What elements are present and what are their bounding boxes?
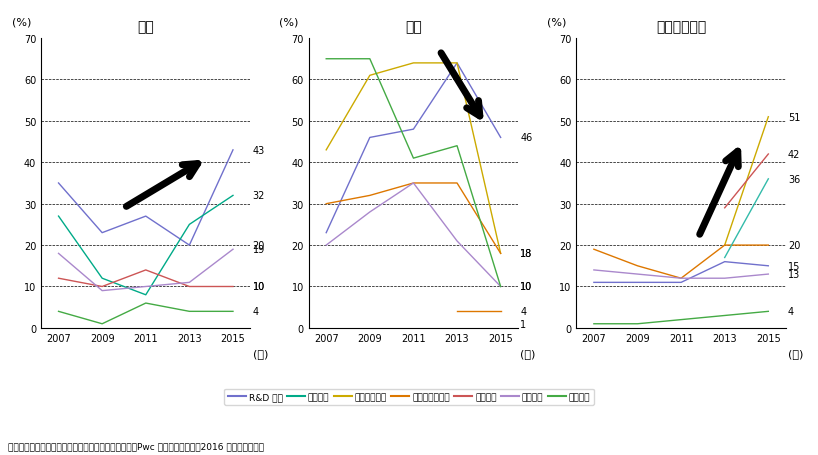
Text: 46: 46 — [520, 133, 533, 143]
Legend: R&D 拠点, 販売拠点, 地域総括拠点, バックオフィス, 金融拠点, 物流拠点, 製造拠点: R&D 拠点, 販売拠点, 地域総括拠点, バックオフィス, 金融拠点, 物流拠… — [224, 389, 594, 405]
Text: 18: 18 — [520, 249, 533, 259]
Text: 36: 36 — [788, 174, 800, 184]
Text: (%): (%) — [280, 17, 299, 27]
Text: 51: 51 — [788, 112, 800, 122]
Text: 10: 10 — [520, 282, 533, 292]
Text: (%): (%) — [547, 17, 567, 27]
Title: 中国: 中国 — [405, 20, 422, 34]
Text: 10: 10 — [253, 282, 265, 292]
Text: 1: 1 — [520, 319, 527, 329]
Text: 10: 10 — [253, 282, 265, 292]
Text: 20: 20 — [253, 241, 265, 251]
Text: 15: 15 — [788, 261, 800, 271]
Text: (年): (年) — [520, 349, 536, 359]
Title: 日本: 日本 — [137, 20, 154, 34]
Text: 4: 4 — [520, 307, 527, 317]
Text: (%): (%) — [11, 17, 31, 27]
Text: 4: 4 — [788, 307, 794, 317]
Text: 43: 43 — [253, 146, 265, 156]
Text: 42: 42 — [788, 150, 800, 160]
Text: 資料：欧米アジアの外国企機の対日投資関心度調査、Pwc あらた監査法人（2016 年）から引用。: 資料：欧米アジアの外国企機の対日投資関心度調査、Pwc あらた監査法人（2016… — [8, 441, 264, 450]
Text: 13: 13 — [788, 269, 800, 279]
Text: 20: 20 — [788, 241, 800, 251]
Title: シンガポール: シンガポール — [656, 20, 706, 34]
Text: (年): (年) — [253, 349, 268, 359]
Text: (年): (年) — [788, 349, 803, 359]
Text: 18: 18 — [520, 249, 533, 259]
Text: 4: 4 — [253, 307, 258, 317]
Text: 19: 19 — [253, 245, 265, 255]
Text: 32: 32 — [253, 191, 265, 201]
Text: 10: 10 — [520, 282, 533, 292]
